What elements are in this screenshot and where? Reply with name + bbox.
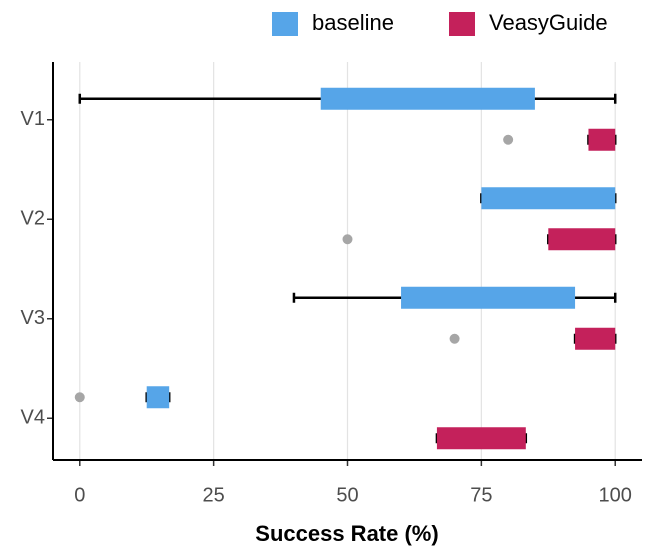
y-tick-label: V1 [21,108,45,130]
outlier [503,134,514,145]
y-tick-label: V2 [21,208,45,230]
y-tick-label: V3 [21,307,45,329]
legend-label: baseline [312,10,394,35]
box [481,187,616,210]
box [436,427,526,450]
x-tick-label: 25 [203,484,225,506]
box [548,228,616,251]
legend-label: VeasyGuide [489,10,608,35]
box [575,327,616,350]
y-tick-label: V4 [21,407,45,429]
outlier [74,392,85,403]
box [146,386,170,409]
x-tick-label: 0 [74,484,85,506]
outlier [449,333,460,344]
legend-swatch [272,12,298,36]
x-axis-title: Success Rate (%) [255,521,438,546]
x-tick-label: 75 [470,484,492,506]
outlier [342,234,353,245]
legend-swatch [449,12,475,36]
x-tick-label: 50 [336,484,358,506]
box [401,286,576,309]
box [320,87,535,110]
x-tick-label: 100 [599,484,632,506]
box [588,128,616,151]
